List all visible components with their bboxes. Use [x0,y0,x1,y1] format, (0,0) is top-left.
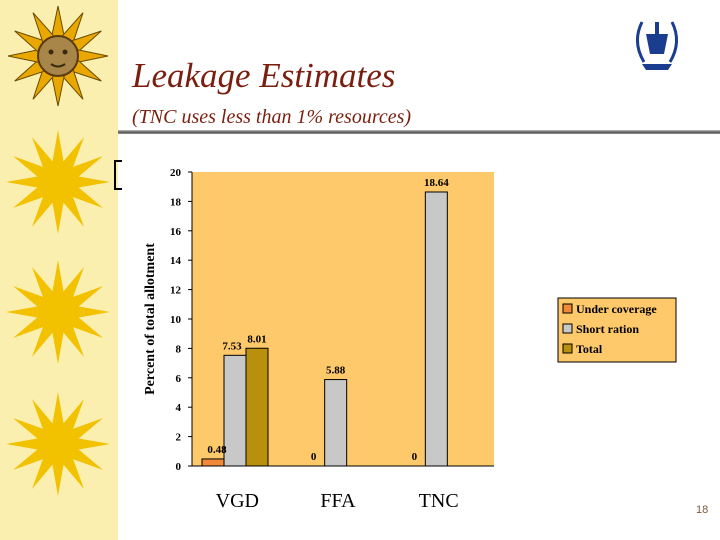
bar-short-ration [324,379,348,467]
x-category-label: TNC [419,490,459,512]
page-number: 18 [696,504,709,516]
un-emblem-icon [636,21,678,70]
data-label: 8.01 [247,333,266,345]
sidebar-decoration [0,0,118,540]
y-tick-label: 16 [170,226,182,238]
y-tick-label: 4 [176,402,182,414]
data-label: 5.88 [326,365,346,377]
legend-label: Total [576,342,603,356]
data-label: 7.53 [222,340,242,352]
sun-icon [6,392,110,496]
data-label: 18.64 [424,177,449,189]
sun-icon [7,5,109,107]
bar-total [245,347,269,467]
slide-title: Leakage Estimates [132,56,396,95]
y-tick-label: 18 [170,196,182,208]
sun-icon [6,260,110,364]
bar-under-coverage [201,458,225,467]
bar-short-ration [223,354,247,467]
y-axis-title: Percent of total allotment [143,243,158,395]
x-category-label: FFA [320,490,356,512]
legend-swatch [562,323,573,334]
y-tick-label: 12 [170,285,182,297]
legend-label: Short ration [576,322,639,336]
y-tick-label: 2 [176,432,182,444]
legend-swatch [562,343,573,354]
x-category-label: VGD [216,490,259,512]
y-tick-label: 20 [170,167,182,179]
chart-bracket [114,160,122,190]
legend-box [557,297,677,363]
y-tick-label: 0 [176,461,182,473]
y-tick-label: 10 [170,314,182,326]
title-divider [118,130,720,134]
legend-label: Under coverage [576,302,657,316]
data-label: 0.48 [207,444,227,456]
y-tick-label: 6 [176,373,182,385]
slide-subtitle: (TNC uses less than 1% resources) [132,106,412,128]
y-tick-label: 14 [170,255,182,267]
legend-swatch [562,303,573,314]
y-tick-label: 8 [176,343,182,355]
sun-icon [6,130,110,234]
bar-short-ration [424,191,448,467]
data-label: 0 [412,451,418,463]
data-label: 0 [311,451,317,463]
